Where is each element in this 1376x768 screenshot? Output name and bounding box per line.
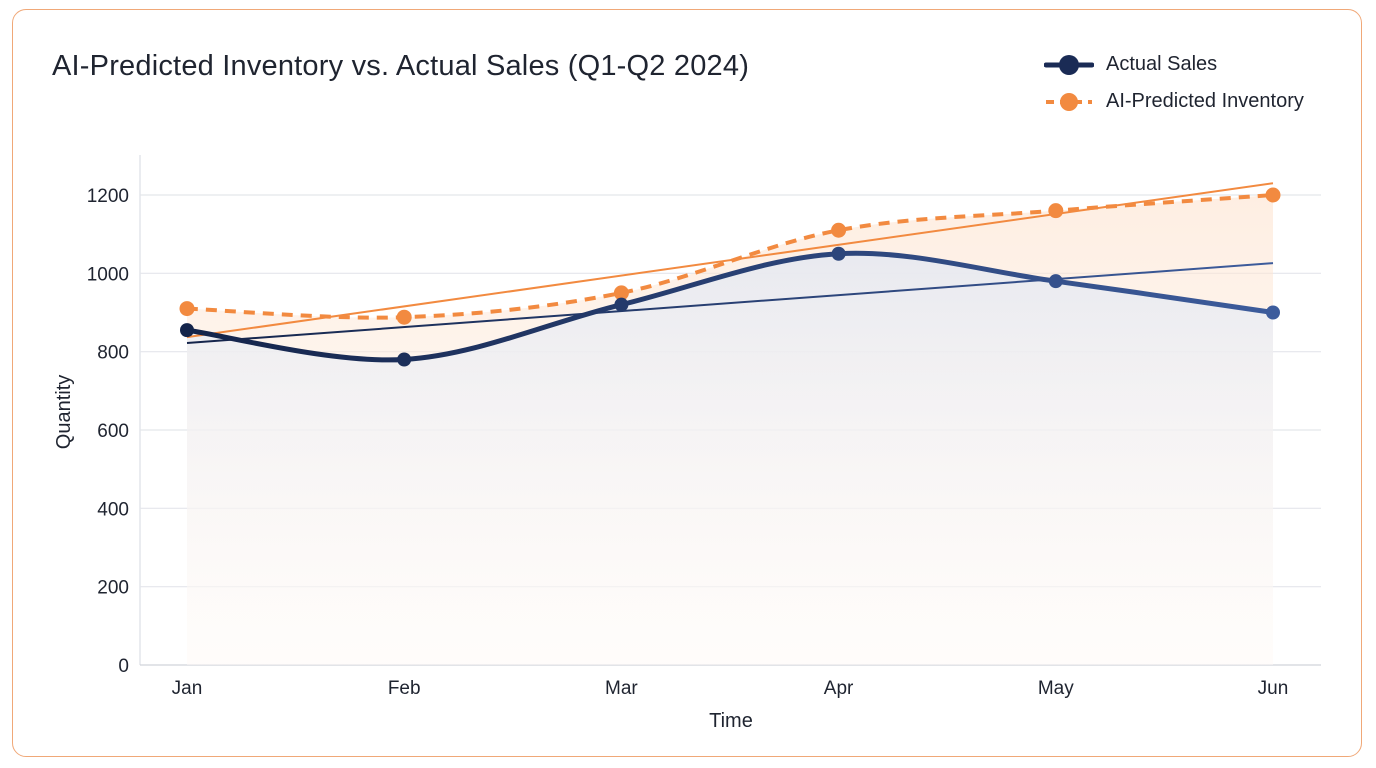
x-tick-label: Apr — [824, 678, 854, 699]
y-tick-label: 800 — [97, 343, 129, 364]
point-actual-sales — [1266, 305, 1280, 320]
point-actual-sales — [180, 323, 194, 338]
point-actual-sales — [831, 246, 846, 261]
chart-title: AI-Predicted Inventory vs. Actual Sales … — [52, 50, 750, 82]
legend-marker-ai-predicted — [1046, 92, 1092, 111]
line-ai-predicted — [186, 193, 1274, 320]
point-ai-predicted — [179, 301, 195, 317]
x-tick-label: May — [1038, 678, 1074, 699]
x-tick-label: Feb — [388, 678, 421, 699]
legend-label-actual-sales: Actual Sales — [1106, 53, 1218, 75]
y-tick-label: 400 — [97, 499, 129, 520]
point-actual-sales — [397, 352, 412, 367]
x-axis-label: Time — [709, 710, 753, 732]
x-tick-label: Jun — [1258, 678, 1289, 699]
point-ai-predicted — [1048, 203, 1064, 219]
line-actual-sales — [184, 250, 1276, 363]
legend-item-actual-sales[interactable]: Actual Sales — [1044, 46, 1304, 83]
point-actual-sales — [1048, 274, 1063, 289]
legend: Actual Sales AI-Predicted Inventory — [1044, 46, 1304, 120]
legend-item-ai-predicted-inventory[interactable]: AI-Predicted Inventory — [1044, 83, 1304, 120]
y-tick-label: 600 — [97, 421, 129, 442]
point-actual-sales — [614, 297, 629, 312]
legend-marker-actual-sales — [1044, 54, 1094, 75]
trendline-actual-sales — [186, 262, 1274, 345]
legend-label-ai-predicted: AI-Predicted Inventory — [1106, 90, 1304, 112]
x-tick-label: Mar — [605, 678, 638, 699]
point-ai-predicted — [613, 285, 629, 301]
y-tick-label: 1000 — [87, 264, 129, 285]
y-tick-label: 1200 — [87, 186, 129, 207]
y-tick-label: 0 — [118, 656, 129, 677]
point-ai-predicted — [396, 309, 412, 325]
y-axis-label: Quantity — [53, 375, 75, 449]
area-actual-sales — [187, 253, 1273, 665]
y-tick-label: 200 — [97, 578, 129, 599]
point-ai-predicted — [1265, 187, 1281, 203]
x-tick-label: Jan — [172, 678, 203, 699]
point-ai-predicted — [831, 222, 847, 238]
